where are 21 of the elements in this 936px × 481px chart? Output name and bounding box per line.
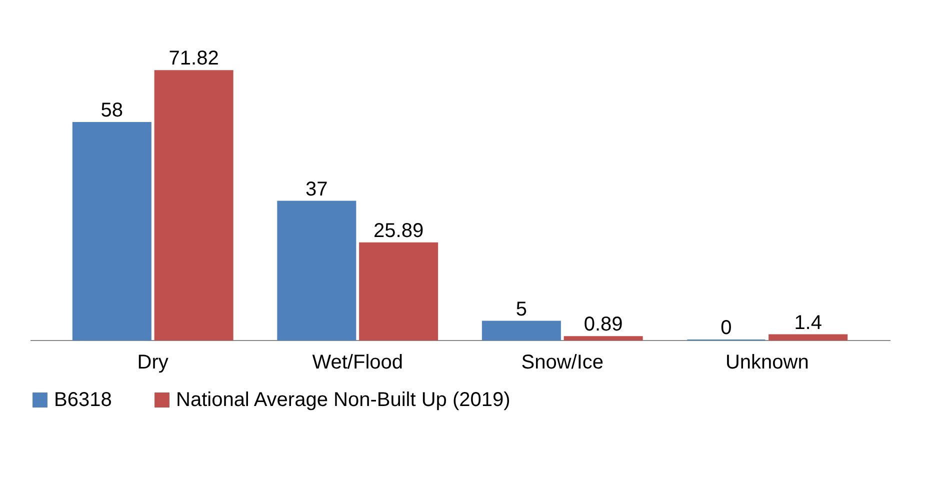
bar bbox=[359, 242, 438, 340]
data-label: 58 bbox=[100, 100, 124, 122]
x-tick-label: Unknown bbox=[725, 352, 809, 374]
data-label: 5 bbox=[516, 298, 527, 320]
data-label: 0 bbox=[720, 317, 732, 339]
x-tick-label: Dry bbox=[137, 352, 168, 374]
bar bbox=[768, 334, 848, 340]
data-label: 1.4 bbox=[794, 312, 822, 334]
x-tick-label: Snow/Ice bbox=[521, 352, 604, 374]
bar bbox=[72, 122, 152, 340]
legend-label: National Average Non-Built Up (2019) bbox=[176, 389, 510, 411]
legend-label: B6318 bbox=[54, 389, 112, 411]
x-tick-label: Wet/Flood bbox=[312, 352, 404, 374]
data-label: 37 bbox=[306, 178, 328, 200]
bar bbox=[482, 320, 561, 340]
bar bbox=[154, 70, 234, 340]
bar bbox=[277, 200, 356, 340]
data-label: 71.82 bbox=[168, 48, 219, 70]
data-label: 25.89 bbox=[374, 220, 424, 242]
data-label: 0.89 bbox=[584, 314, 623, 336]
bar bbox=[564, 336, 643, 340]
